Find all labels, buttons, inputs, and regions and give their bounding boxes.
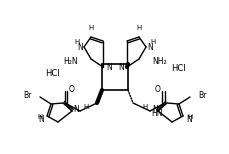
Text: N: N: [77, 43, 83, 51]
Text: H₂N: H₂N: [63, 57, 78, 65]
Text: HCl: HCl: [44, 69, 59, 77]
Text: H: H: [37, 114, 42, 120]
Text: O: O: [69, 85, 75, 95]
Text: H: H: [88, 25, 93, 31]
Text: O: O: [154, 85, 160, 95]
Text: N: N: [151, 105, 157, 115]
Text: N: N: [146, 43, 152, 51]
Text: N: N: [73, 105, 79, 115]
Text: Br: Br: [197, 91, 205, 99]
Text: H: H: [136, 25, 141, 31]
Text: H: H: [187, 114, 192, 120]
Text: HN: HN: [150, 109, 162, 118]
Text: H: H: [83, 104, 88, 110]
Text: N: N: [118, 63, 123, 71]
Text: HCl: HCl: [170, 63, 185, 73]
Text: N: N: [106, 63, 111, 71]
Text: H: H: [74, 39, 79, 45]
Text: H: H: [150, 39, 155, 45]
Text: NH₂: NH₂: [151, 57, 166, 65]
Text: H: H: [142, 104, 147, 110]
Text: N: N: [38, 116, 44, 124]
Text: Br: Br: [24, 91, 32, 99]
Text: N: N: [185, 116, 191, 124]
